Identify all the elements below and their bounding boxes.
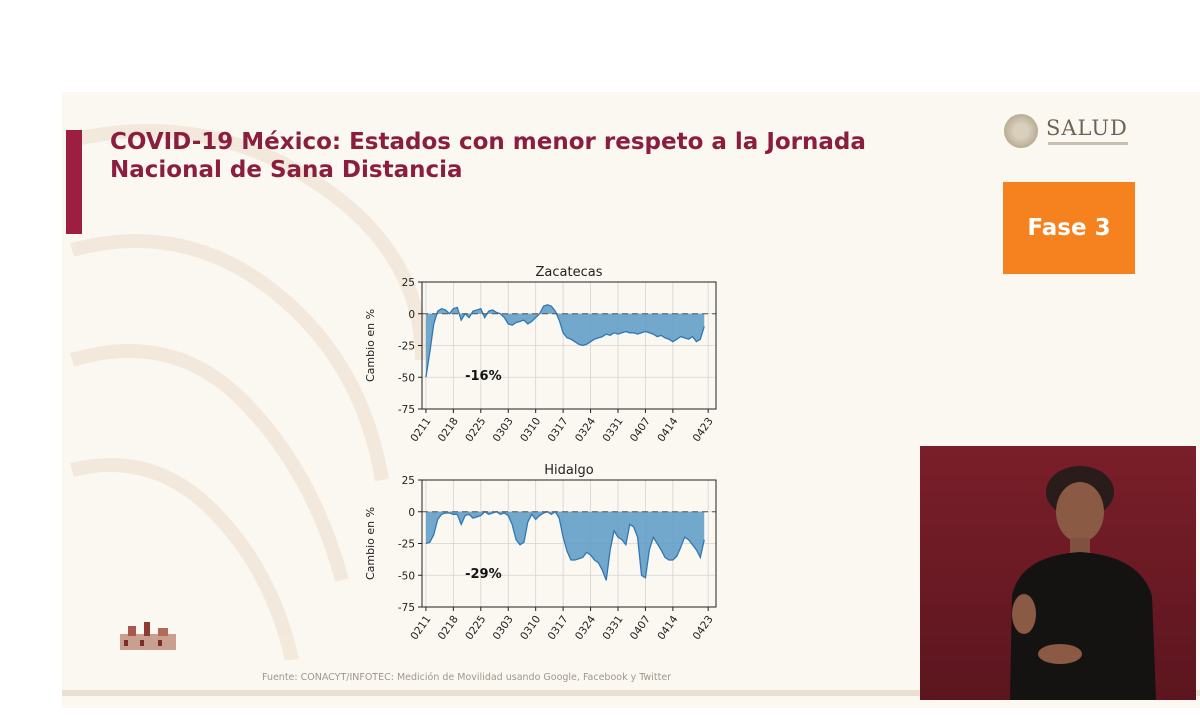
- y-tick-label: -25: [398, 341, 415, 353]
- x-tick-label: 0331: [600, 613, 625, 642]
- slide-title: COVID-19 México: Estados con menor respe…: [110, 128, 970, 184]
- x-tick-label: 0303: [491, 613, 516, 642]
- slide-title-line-1: COVID-19 México: Estados con menor respe…: [110, 129, 866, 155]
- x-tick-label: 0218: [436, 613, 461, 642]
- x-tick-label: 0414: [655, 415, 680, 444]
- x-tick-label: 0317: [546, 415, 571, 444]
- y-tick-label: -75: [398, 602, 415, 614]
- x-tick-label: 0225: [463, 613, 488, 642]
- chart-annotation: -29%: [465, 567, 502, 582]
- salud-logo: SALUD: [1000, 112, 1150, 156]
- y-tick-label: 0: [408, 507, 415, 519]
- y-tick-label: 25: [402, 475, 415, 487]
- x-tick-label: 0211: [408, 613, 433, 642]
- slide-title-line-2: Nacional de Sana Distancia: [110, 157, 463, 183]
- phase-badge: Fase 3: [1003, 182, 1135, 274]
- coat-of-arms-icon: [1004, 114, 1038, 148]
- y-tick-label: -50: [398, 372, 415, 384]
- x-tick-label: 0331: [600, 415, 625, 444]
- x-tick-label: 0317: [546, 613, 571, 642]
- area-fill: [425, 304, 705, 378]
- x-tick-label: 0423: [691, 613, 716, 642]
- y-tick-label: -75: [398, 404, 415, 416]
- x-tick-label: 0324: [573, 415, 598, 444]
- series-line: [425, 510, 705, 581]
- y-tick-label: -50: [398, 570, 415, 582]
- logo-subtitle-line: [1048, 142, 1128, 145]
- x-tick-label: 0310: [518, 415, 543, 444]
- x-tick-label: 0324: [573, 613, 598, 642]
- x-tick-label: 0218: [436, 415, 461, 444]
- source-note: Fuente: CONACYT/INFOTEC: Medición de Mov…: [262, 672, 672, 683]
- interpreter-figure-icon: [1010, 466, 1156, 700]
- x-tick-label: 0423: [691, 415, 716, 444]
- x-tick-label: 0225: [463, 415, 488, 444]
- logo-wordmark: SALUD: [1046, 116, 1128, 140]
- x-tick-label: 0407: [628, 415, 653, 444]
- chart-annotation: -16%: [465, 369, 502, 384]
- mobility-charts: Zacatecas 25 0 -25 -50 -75 0211 0218 0225 0303 031…: [360, 256, 740, 662]
- x-tick-label: 0211: [408, 415, 433, 444]
- sign-language-interpreter-video: [920, 446, 1196, 700]
- x-tick-label: 0303: [491, 415, 516, 444]
- y-tick-label: 0: [408, 309, 415, 321]
- chart-title: Hidalgo: [544, 463, 593, 478]
- slide-bottom-border: [62, 690, 1200, 696]
- chart-title: Zacatecas: [536, 265, 603, 280]
- title-accent-bar: [66, 130, 82, 234]
- y-axis-label: Cambio en %: [364, 507, 377, 580]
- y-tick-label: 25: [402, 277, 415, 289]
- x-tick-label: 0310: [518, 613, 543, 642]
- y-tick-label: -25: [398, 539, 415, 551]
- y-axis-label: Cambio en %: [364, 309, 377, 382]
- x-tick-label: 0407: [628, 613, 653, 642]
- background-ornament: [69, 124, 429, 660]
- series-line: [425, 304, 705, 378]
- x-tick-label: 0414: [655, 613, 680, 642]
- town-illustration-icon: [120, 622, 176, 650]
